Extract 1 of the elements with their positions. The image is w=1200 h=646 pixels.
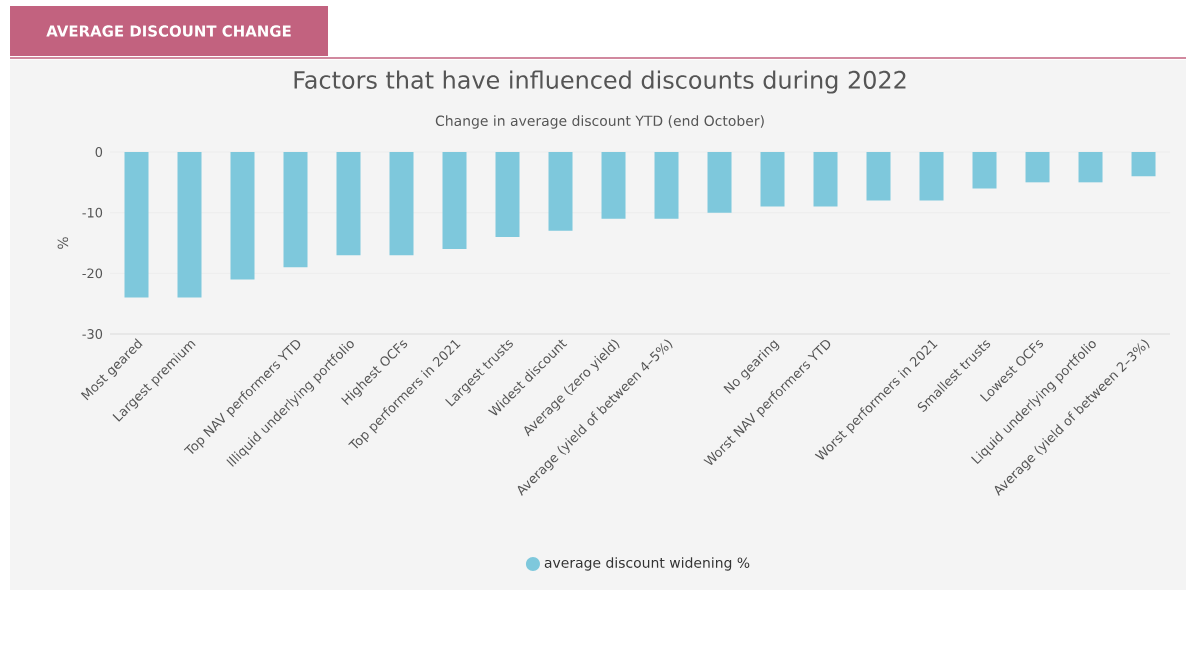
chart-title: Factors that have influenced discounts during 2022 [294, 70, 906, 94]
